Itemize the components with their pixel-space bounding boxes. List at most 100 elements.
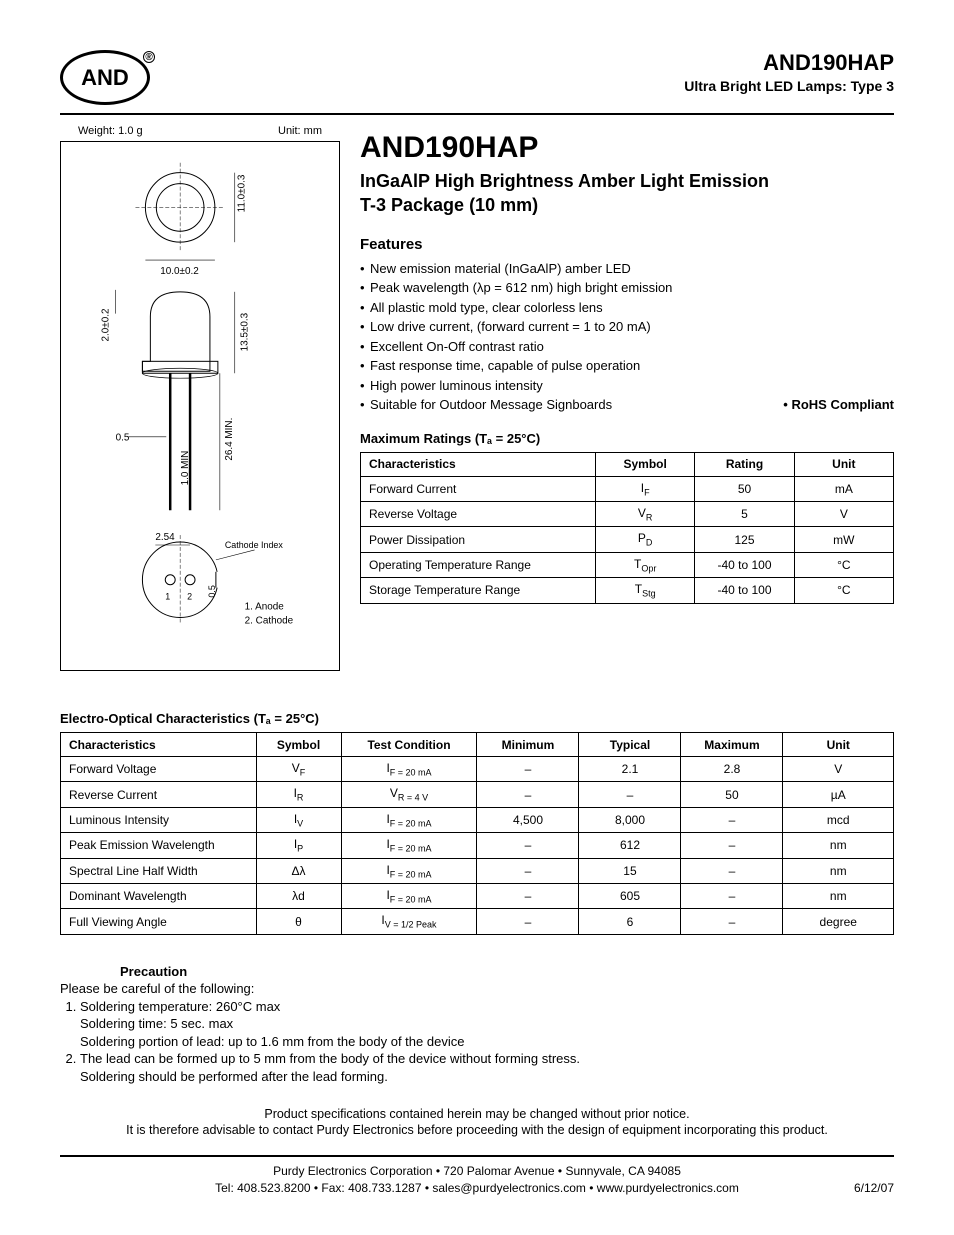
eo-col: Characteristics [61,733,257,757]
diagram-meta: Weight: 1.0 g Unit: mm [60,125,340,141]
precaution-item: Soldering temperature: 260°C max Solderi… [80,998,894,1051]
eo-col: Unit [783,733,894,757]
feature-item: Fast response time, capable of pulse ope… [360,356,894,376]
subtitle-line2: T-3 Package (10 mm) [360,195,538,215]
table-row: Spectral Line Half WidthΔλIF = 20 mA–15–… [61,858,894,883]
table-cell: VF [256,757,341,782]
ratings-col: Characteristics [361,452,596,476]
table-cell: TOpr [596,552,695,577]
table-cell: Operating Temperature Range [361,552,596,577]
table-cell: IF = 20 mA [341,883,477,908]
table-cell: 605 [579,883,681,908]
table-cell: Spectral Line Half Width [61,858,257,883]
table-cell: 8,000 [579,807,681,832]
table-cell: – [477,909,579,934]
dim-base05: 0.5 [116,433,130,444]
table-cell: 4,500 [477,807,579,832]
table-cell: µA [783,782,894,807]
ratings-table: Characteristics Symbol Rating Unit Forwa… [360,452,894,604]
table-row: Storage Temperature RangeTStg-40 to 100°… [361,578,894,603]
table-cell: – [681,909,783,934]
table-cell: λd [256,883,341,908]
table-cell: Peak Emission Wavelength [61,833,257,858]
main-subtitle: InGaAlP High Brightness Amber Light Emis… [360,169,894,218]
disclaimer-line: It is therefore advisable to contact Pur… [60,1122,894,1139]
precaution-intro: Please be careful of the following: [60,980,894,998]
table-cell: – [477,833,579,858]
precaution-section: Precaution Please be careful of the foll… [60,963,894,1086]
table-cell: IF = 20 mA [341,807,477,832]
precaution-item: The lead can be formed up to 5 mm from t… [80,1050,894,1085]
package-diagram: 11.0±0.3 10.0±0.2 2.0±0.2 13.5±0.3 26.4 … [60,141,340,671]
dim-pitch: 2.54 [155,532,175,543]
footer-date: 6/12/07 [854,1180,894,1197]
text-column: AND190HAP InGaAlP High Brightness Amber … [360,125,894,671]
table-cell: Forward Current [361,476,596,501]
table-row: Peak Emission WavelengthIPIF = 20 mA–612… [61,833,894,858]
table-cell: -40 to 100 [695,552,794,577]
ratings-col: Rating [695,452,794,476]
table-cell: IF = 20 mA [341,858,477,883]
pin1: 1 [165,592,170,602]
logo-text: AND [81,65,129,91]
table-row: Power DissipationPD125mW [361,527,894,552]
table-cell: degree [783,909,894,934]
eo-col: Minimum [477,733,579,757]
table-cell: Forward Voltage [61,757,257,782]
disclaimer: Product specifications contained herein … [60,1106,894,1140]
table-cell: IF = 20 mA [341,833,477,858]
table-cell: 125 [695,527,794,552]
table-cell: 6 [579,909,681,934]
features-list: New emission material (InGaAlP) amber LE… [360,259,894,415]
table-cell: – [477,757,579,782]
table-cell: – [477,782,579,807]
dim-pin05: 0.5 [207,585,217,597]
feature-item: High power luminous intensity [360,376,894,396]
precaution-line: Soldering time: 5 sec. max [80,1016,233,1031]
header-subtitle: Ultra Bright LED Lamps: Type 3 [684,78,894,94]
legend-anode: 1. Anode [245,602,285,613]
table-cell: 50 [695,476,794,501]
table-row: Forward CurrentIF50mA [361,476,894,501]
table-cell: – [681,807,783,832]
precaution-line: Soldering should be performed after the … [80,1069,388,1084]
feature-item: Excellent On-Off contrast ratio [360,337,894,357]
footer-address: Purdy Electronics Corporation • 720 Palo… [60,1163,894,1180]
table-cell: IV = 1/2 Peak [341,909,477,934]
feature-item: Low drive current, (forward current = 1 … [360,317,894,337]
dim-2: 2.0±0.2 [101,308,112,341]
table-row: Reverse CurrentIRVR = 4 V––50µA [61,782,894,807]
feature-item: New emission material (InGaAlP) amber LE… [360,259,894,279]
table-cell: – [681,858,783,883]
content-columns: Weight: 1.0 g Unit: mm 11.0±0.3 10.0±0.2 [60,125,894,671]
ratings-col: Unit [794,452,893,476]
table-cell: Storage Temperature Range [361,578,596,603]
table-row: Luminous IntensityIVIF = 20 mA4,5008,000… [61,807,894,832]
table-cell: – [477,858,579,883]
eo-title: Electro-Optical Characteristics (Tₐ = 25… [60,711,894,726]
table-cell: TStg [596,578,695,603]
eo-section: Electro-Optical Characteristics (Tₐ = 25… [60,711,894,935]
table-cell: Luminous Intensity [61,807,257,832]
table-cell: – [579,782,681,807]
rohs-label: • RoHS Compliant [783,395,894,415]
table-cell: – [681,833,783,858]
pin2: 2 [187,592,192,602]
table-cell: IF [596,476,695,501]
table-cell: 2.8 [681,757,783,782]
ratings-col: Symbol [596,452,695,476]
page-footer: Purdy Electronics Corporation • 720 Palo… [60,1155,894,1197]
table-cell: nm [783,883,894,908]
table-cell: Power Dissipation [361,527,596,552]
precaution-line: The lead can be formed up to 5 mm from t… [80,1051,580,1066]
table-cell: nm [783,833,894,858]
feature-item: Suitable for Outdoor Message Signboards … [360,395,894,415]
table-cell: 2.1 [579,757,681,782]
precaution-heading: Precaution [60,963,894,981]
registered-icon: ® [143,51,155,63]
feature-item: All plastic mold type, clear colorless l… [360,298,894,318]
table-cell: °C [794,552,893,577]
table-row: Reverse VoltageVR5V [361,501,894,526]
unit-label: Unit: mm [278,125,322,137]
precaution-line: Soldering temperature: 260°C max [80,999,280,1014]
